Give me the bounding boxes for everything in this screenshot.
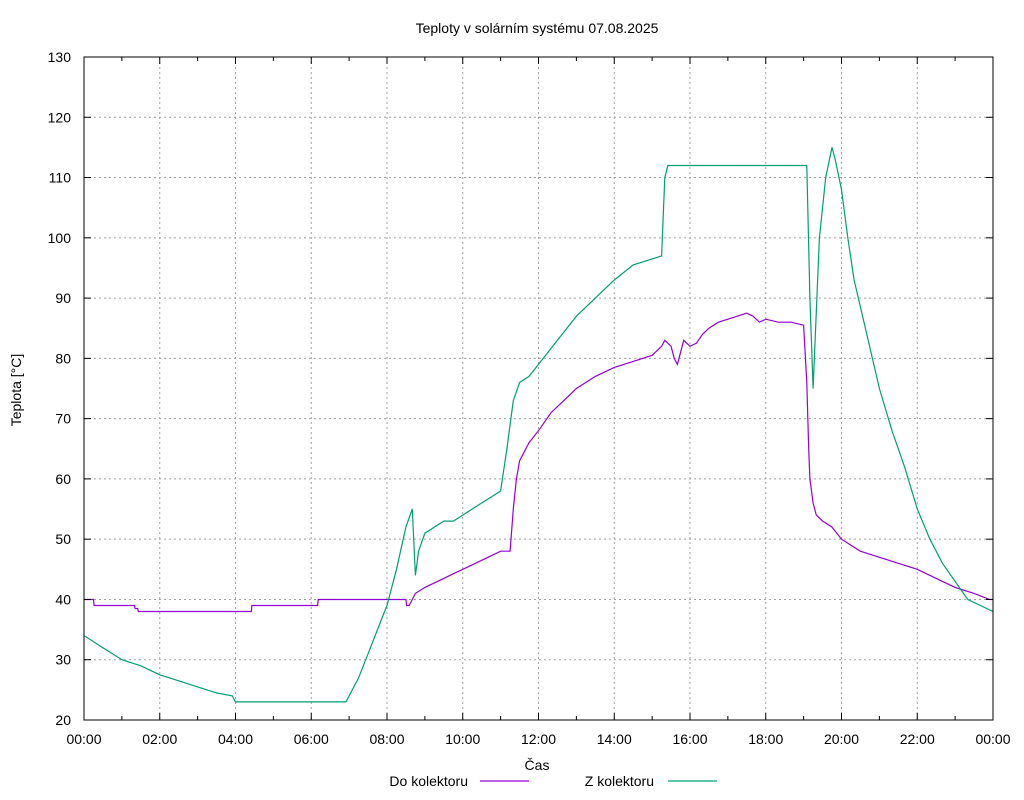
y-tick-label: 50 <box>55 531 71 547</box>
x-tick-label: 04:00 <box>218 731 253 747</box>
x-tick-label: 16:00 <box>672 731 707 747</box>
chart-title: Teploty v solárním systému 07.08.2025 <box>416 20 659 36</box>
y-tick-label: 100 <box>48 230 72 246</box>
x-axis-label: Čas <box>525 757 550 773</box>
y-tick-label: 80 <box>55 350 71 366</box>
x-tick-label: 06:00 <box>294 731 329 747</box>
y-tick-label: 120 <box>48 109 72 125</box>
x-tick-label: 00:00 <box>975 731 1010 747</box>
x-tick-label: 10:00 <box>445 731 480 747</box>
x-tick-label: 02:00 <box>142 731 177 747</box>
y-tick-label: 110 <box>49 170 72 186</box>
x-tick-label: 14:00 <box>597 731 632 747</box>
x-tick-label: 08:00 <box>369 731 404 747</box>
grid <box>84 57 993 720</box>
y-tick-label: 40 <box>55 591 71 607</box>
x-tick-label: 00:00 <box>66 731 101 747</box>
y-tick-label: 30 <box>55 652 71 668</box>
y-axis-label: Teplota [°C] <box>8 354 24 427</box>
series-layer <box>84 147 993 703</box>
legend-label-z-kolektoru: Z kolektoru <box>585 773 654 789</box>
x-tick-label: 20:00 <box>824 731 859 747</box>
series-line-z-kolektoru <box>84 147 993 703</box>
legend-label-do-kolektoru: Do kolektoru <box>389 773 468 789</box>
y-tick-label: 70 <box>55 411 71 427</box>
y-tick-label: 130 <box>48 49 72 65</box>
x-tick-label: 18:00 <box>748 731 783 747</box>
axis-ticks: 20 30 40 50 60 70 80 90 100 110 120 130 00:00 02:00 04… <box>48 49 1011 747</box>
y-tick-label: 60 <box>55 471 71 487</box>
legend: Do kolektoru Z kolektoru <box>389 773 717 789</box>
series-line-do-kolektoru <box>84 312 993 613</box>
y-tick-label: 90 <box>55 290 71 306</box>
x-tick-label: 12:00 <box>521 731 556 747</box>
x-tick-label: 22:00 <box>900 731 935 747</box>
y-tick-label: 20 <box>55 712 71 728</box>
